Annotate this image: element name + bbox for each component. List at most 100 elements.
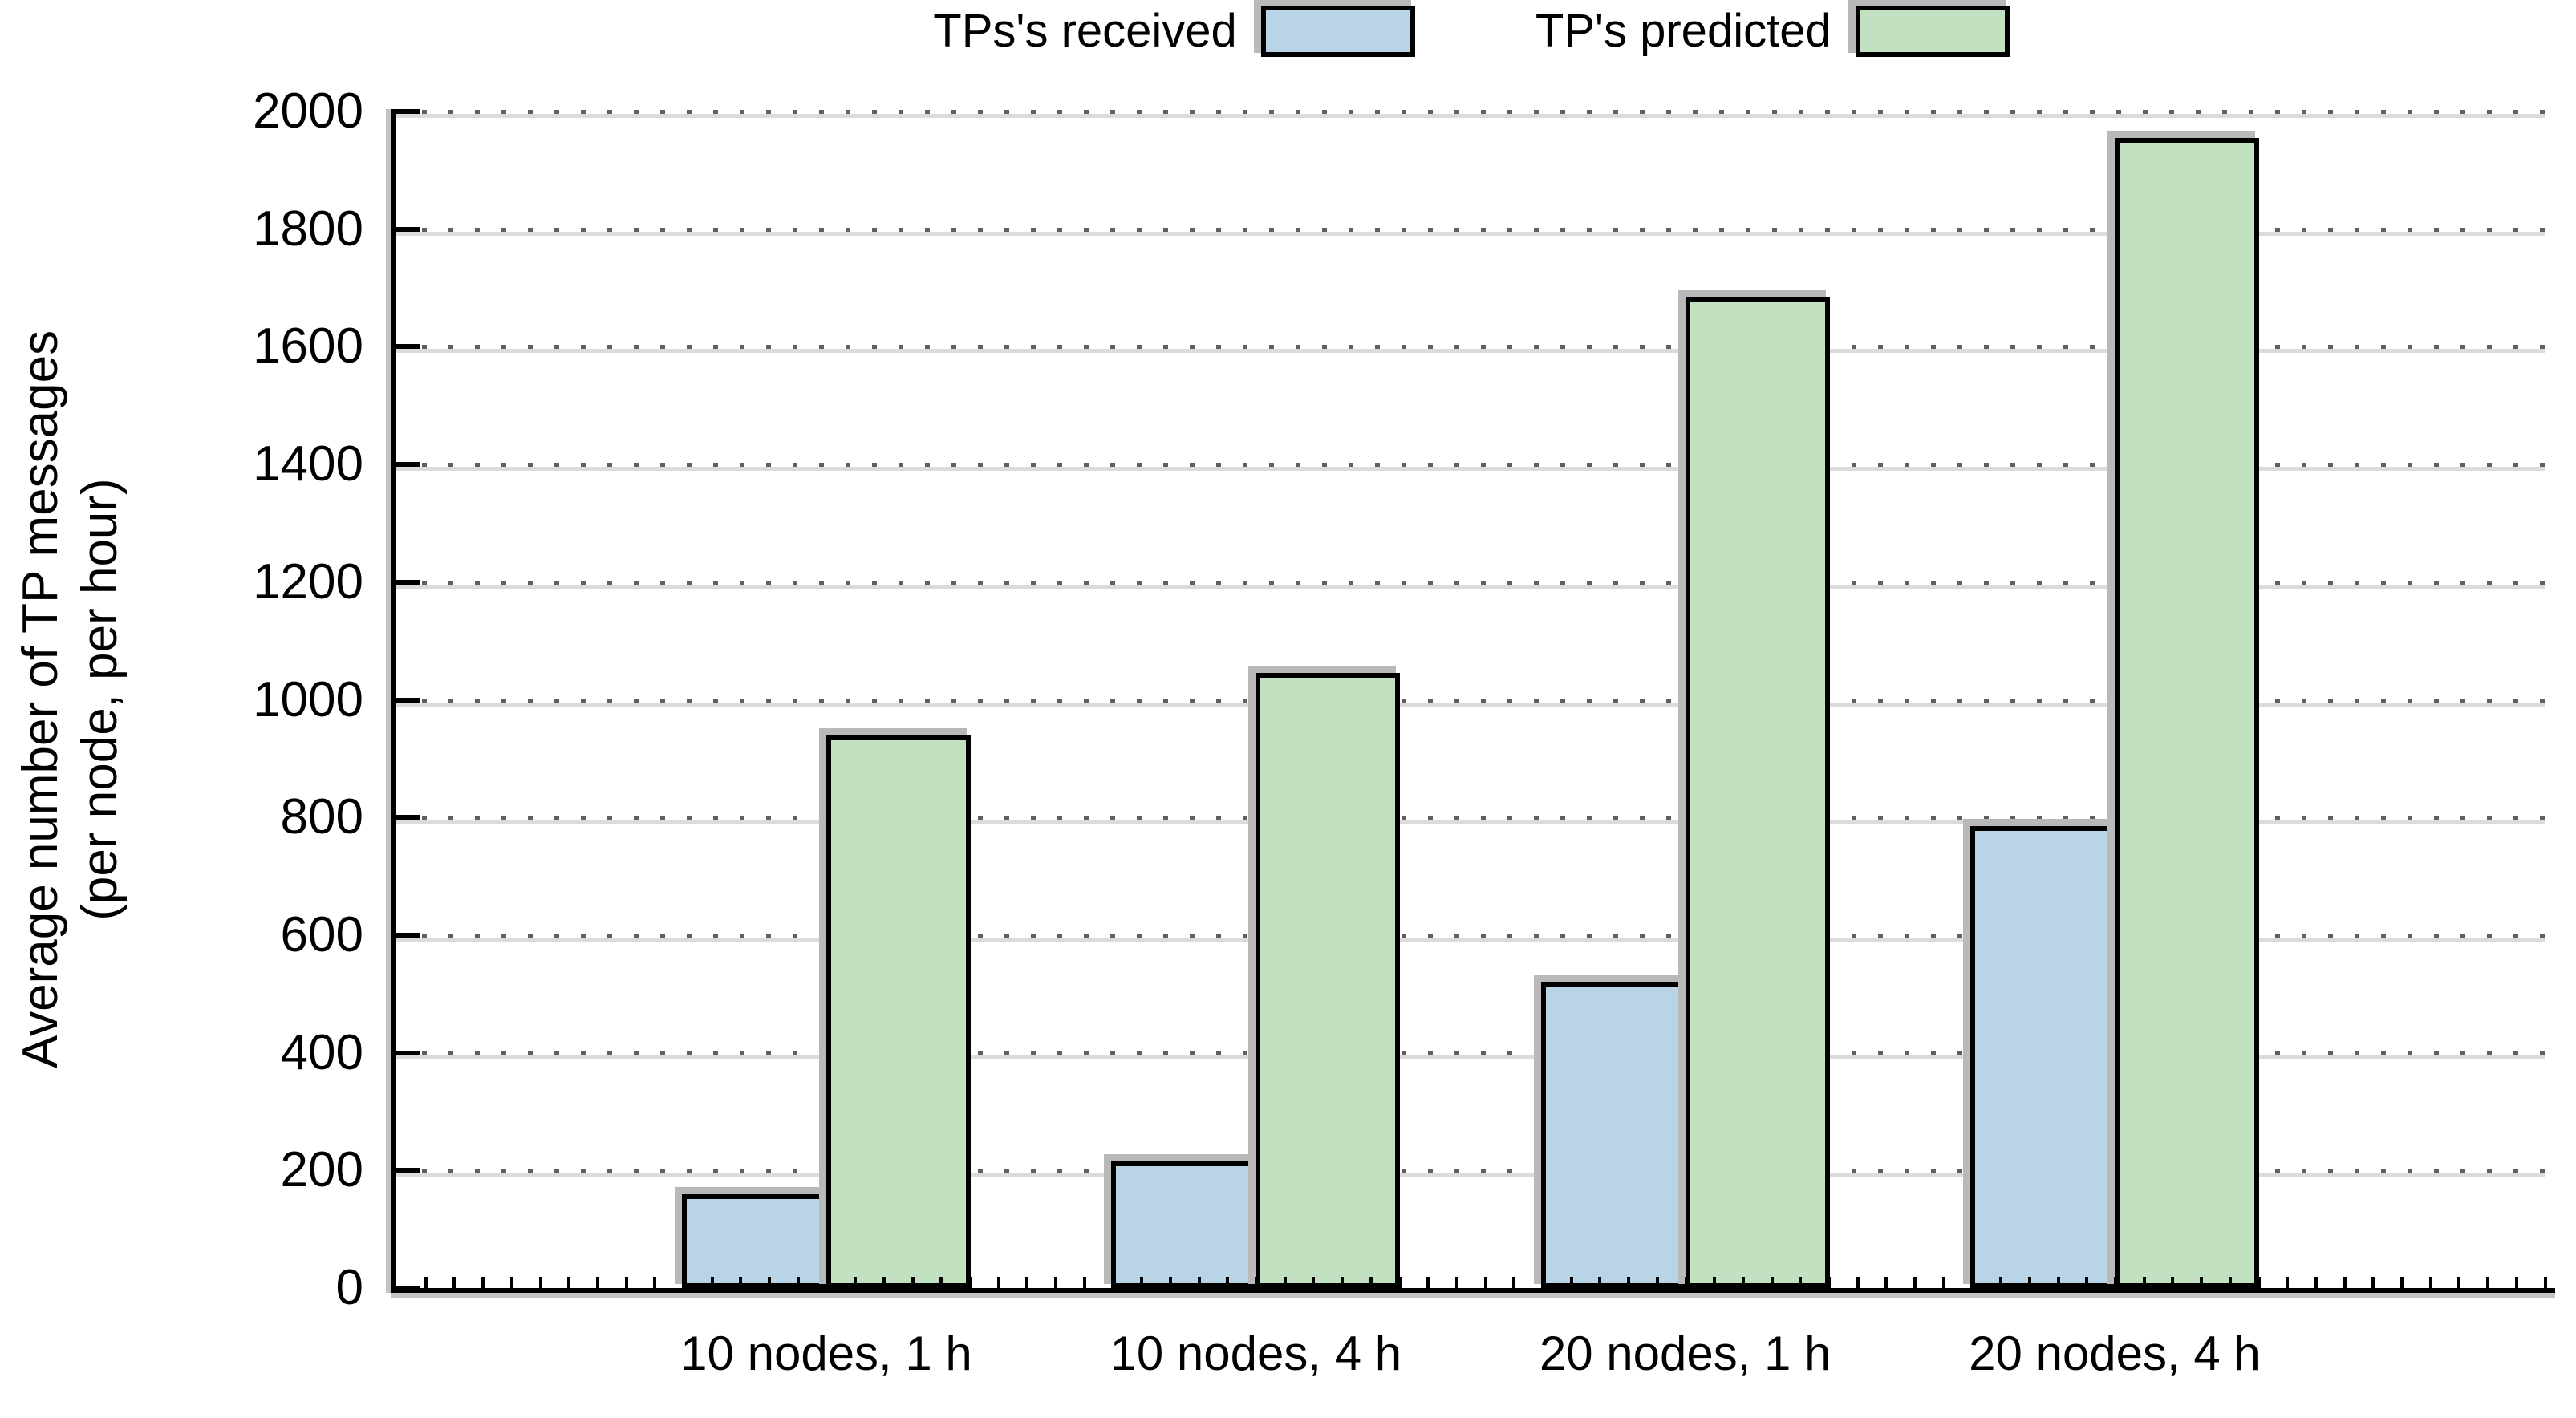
x-minor-tick	[968, 1277, 972, 1288]
y-tick-0	[396, 1286, 420, 1290]
x-minor-tick	[739, 1277, 743, 1288]
x-minor-tick	[424, 1277, 428, 1288]
x-minor-tick	[538, 1277, 542, 1288]
y-tick-1000	[396, 697, 420, 703]
x-minor-tick	[1398, 1277, 1402, 1288]
x-minor-tick	[2200, 1277, 2204, 1288]
y-tick-label-0: 0	[335, 1260, 363, 1315]
legend: TPs's received TP's predicted	[396, 3, 2547, 59]
y-gridline-1000	[396, 698, 2545, 703]
x-category-label-2: 10 nodes, 4 h	[1110, 1327, 1402, 1380]
y-tick-label-2000: 2000	[253, 83, 363, 139]
y-tick-800	[396, 815, 420, 820]
y-tick-label-200: 200	[280, 1142, 363, 1198]
x-minor-tick	[2114, 1277, 2117, 1288]
x-minor-tick	[2428, 1277, 2432, 1288]
y-tick-1800	[396, 226, 420, 232]
y-tick-label-800: 800	[280, 789, 363, 845]
x-minor-tick	[2085, 1277, 2089, 1288]
x-minor-tick	[1082, 1277, 1086, 1288]
x-minor-tick	[1483, 1277, 1487, 1288]
x-minor-tick	[2371, 1277, 2375, 1288]
x-minor-tick	[2514, 1277, 2518, 1288]
legend-swatch-predicted	[1855, 6, 2010, 57]
x-minor-tick	[2343, 1277, 2347, 1288]
x-minor-tick	[1713, 1277, 1717, 1288]
x-minor-tick	[1999, 1277, 2003, 1288]
x-minor-tick	[1627, 1277, 1631, 1288]
x-minor-tick	[2286, 1277, 2290, 1288]
x-minor-tick	[1970, 1277, 1974, 1288]
legend-swatch-received	[1260, 6, 1415, 57]
y-tick-1400	[396, 462, 420, 468]
x-minor-tick	[796, 1277, 800, 1288]
bar-predicted-group1	[826, 735, 971, 1288]
legend-label-received: TPs's received	[933, 5, 1237, 57]
y-tick-label-1200: 1200	[253, 553, 363, 610]
x-category-label-4: 20 nodes, 4 h	[1969, 1327, 2261, 1380]
x-minor-tick	[1054, 1277, 1058, 1288]
bar-received-group1	[682, 1193, 826, 1288]
x-minor-tick	[1512, 1277, 1516, 1288]
x-category-label-1: 10 nodes, 1 h	[680, 1327, 972, 1380]
x-minor-tick	[2486, 1277, 2490, 1288]
x-minor-tick	[1941, 1277, 1945, 1288]
y-gridline-800	[396, 816, 2545, 820]
x-minor-tick	[2400, 1277, 2404, 1288]
y-tick-label-1800: 1800	[253, 201, 363, 257]
y-axis-line	[391, 109, 396, 1293]
x-minor-tick	[710, 1277, 714, 1288]
y-gridline-600	[396, 933, 2545, 938]
x-minor-tick	[1828, 1277, 1831, 1288]
x-minor-tick	[595, 1277, 599, 1288]
x-minor-tick	[2027, 1277, 2031, 1288]
x-minor-tick	[1454, 1277, 1458, 1288]
x-minor-tick	[854, 1277, 858, 1288]
y-gridline-200	[396, 1169, 2545, 1173]
y-tick-label-1400: 1400	[253, 436, 363, 492]
x-minor-tick	[1140, 1277, 1144, 1288]
y-tick-1600	[396, 344, 420, 350]
bar-received-group4	[1970, 826, 2115, 1288]
y-tick-600	[396, 932, 420, 938]
y-gridline-1400	[396, 463, 2545, 468]
x-minor-tick	[1684, 1277, 1688, 1288]
bar-received-group2	[1111, 1161, 1256, 1288]
x-minor-tick	[1598, 1277, 1602, 1288]
x-minor-tick	[1025, 1277, 1029, 1288]
x-minor-tick	[1770, 1277, 1774, 1288]
x-minor-tick	[2457, 1277, 2461, 1288]
legend-item-predicted: TP's predicted	[1535, 3, 2010, 59]
x-minor-tick	[1884, 1277, 1888, 1288]
x-minor-tick	[1312, 1277, 1316, 1288]
x-minor-tick	[1197, 1277, 1201, 1288]
x-minor-tick	[1369, 1277, 1373, 1288]
x-minor-tick	[452, 1277, 456, 1288]
x-axis-line	[391, 1288, 2555, 1293]
x-minor-tick	[653, 1277, 657, 1288]
x-minor-tick	[567, 1277, 571, 1288]
bar-predicted-group2	[1256, 673, 1401, 1288]
x-minor-tick	[1856, 1277, 1860, 1288]
x-minor-tick	[2228, 1277, 2232, 1288]
y-tick-200	[396, 1168, 420, 1173]
y-gridline-1200	[396, 580, 2545, 585]
x-minor-tick	[2171, 1277, 2175, 1288]
x-minor-tick	[1799, 1277, 1803, 1288]
y-gridline-1800	[396, 227, 2545, 232]
y-tick-label-400: 400	[280, 1024, 363, 1080]
x-minor-tick	[1541, 1277, 1544, 1288]
y-gridline-1600	[396, 345, 2545, 350]
x-minor-tick	[1255, 1277, 1258, 1288]
y-gridline-2000	[396, 110, 2545, 114]
x-minor-tick	[1226, 1277, 1230, 1288]
x-minor-tick	[911, 1277, 915, 1288]
y-tick-400	[396, 1050, 420, 1055]
x-minor-tick	[2543, 1277, 2547, 1288]
x-minor-tick	[1655, 1277, 1659, 1288]
y-tick-label-600: 600	[280, 906, 363, 962]
x-minor-tick	[1913, 1277, 1917, 1288]
x-minor-tick	[2056, 1277, 2060, 1288]
y-tick-2000	[396, 109, 420, 114]
bar-received-group3	[1540, 982, 1686, 1288]
